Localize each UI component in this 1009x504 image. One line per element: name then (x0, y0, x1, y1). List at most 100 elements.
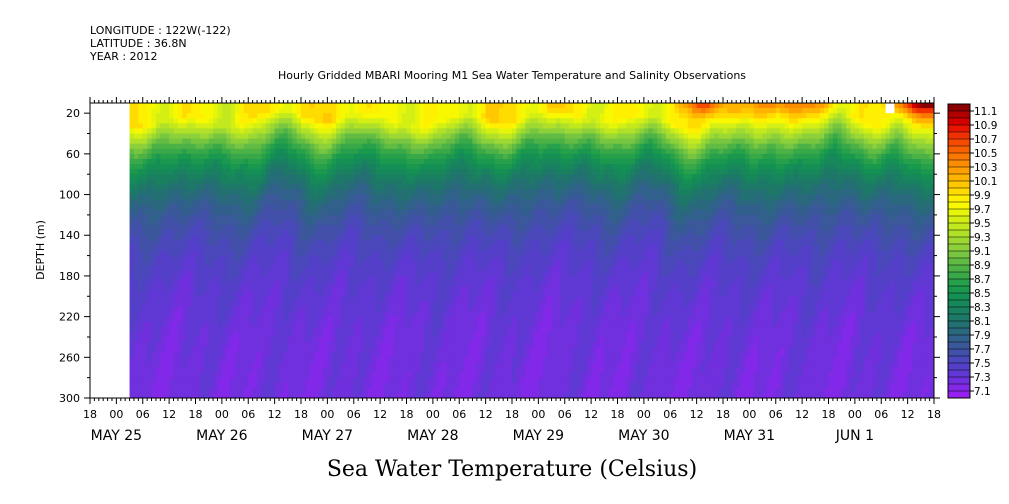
temperature-cell (252, 245, 258, 251)
temperature-cell (406, 326, 412, 333)
temperature-cell (221, 113, 227, 119)
temperature-cell (142, 123, 148, 129)
temperature-cell (217, 113, 223, 119)
temperature-cell (388, 326, 394, 333)
temperature-cell (362, 148, 368, 155)
temperature-cell (252, 209, 258, 216)
temperature-cell (485, 311, 491, 318)
temperature-cell (270, 270, 276, 277)
temperature-cell (397, 133, 403, 140)
temperature-cell (301, 174, 306, 180)
temperature-cell (274, 342, 280, 348)
temperature-cell (257, 250, 262, 256)
temperature-cell (164, 372, 170, 379)
temperature-cell (428, 189, 434, 195)
temperature-cell (186, 153, 192, 160)
temperature-cell (314, 174, 319, 180)
temperature-cell (204, 296, 210, 302)
temperature-cell (182, 128, 188, 134)
temperature-cell (270, 342, 276, 348)
temperature-cell (485, 326, 491, 333)
temperature-cell (490, 275, 495, 282)
temperature-cell (279, 311, 284, 318)
temperature-cell (388, 240, 394, 246)
temperature-cell (331, 209, 337, 216)
temperature-cell (182, 296, 188, 302)
temperature-cell (318, 316, 324, 323)
temperature-cell (169, 392, 174, 399)
temperature-cell (164, 133, 170, 140)
temperature-cell (397, 189, 403, 195)
temperature-cell (283, 128, 289, 134)
temperature-cell (199, 194, 205, 201)
temperature-cell (283, 382, 289, 389)
temperature-cell (296, 158, 302, 165)
temperature-cell (160, 357, 166, 363)
temperature-cell (265, 372, 271, 379)
temperature-cell (147, 219, 152, 226)
temperature-cell (476, 189, 482, 195)
temperature-cell (133, 250, 139, 256)
temperature-cell (393, 194, 399, 201)
temperature-cell (494, 301, 500, 307)
temperature-cell (239, 250, 245, 256)
temperature-cell (182, 194, 188, 201)
temperature-cell (336, 199, 341, 206)
temperature-cell (349, 133, 355, 140)
temperature-cell (204, 133, 210, 140)
temperature-cell (503, 306, 509, 312)
temperature-cell (362, 153, 368, 160)
temperature-cell (265, 199, 271, 206)
temperature-cell (309, 184, 315, 190)
temperature-cell (142, 209, 148, 216)
temperature-cell (485, 321, 491, 328)
temperature-cell (327, 219, 333, 226)
temperature-cell (305, 296, 311, 302)
temperature-cell (173, 260, 179, 267)
temperature-cell (173, 336, 179, 343)
temperature-cell (261, 179, 267, 185)
temperature-cell (239, 164, 245, 170)
temperature-cell (331, 250, 337, 256)
temperature-cell (243, 352, 249, 358)
temperature-cell (265, 321, 271, 328)
temperature-cell (270, 281, 276, 287)
temperature-cell (199, 169, 205, 175)
temperature-cell (472, 342, 478, 348)
temperature-cell (164, 316, 170, 323)
temperature-cell (287, 367, 293, 373)
temperature-cell (331, 275, 337, 282)
temperature-cell (353, 123, 359, 129)
temperature-cell (463, 153, 469, 160)
temperature-cell (336, 281, 341, 287)
temperature-cell (402, 347, 407, 353)
temperature-cell (287, 123, 293, 129)
temperature-cell (415, 260, 421, 267)
temperature-cell (133, 260, 139, 267)
temperature-cell (243, 209, 249, 216)
temperature-cell (265, 331, 271, 338)
temperature-cell (235, 291, 240, 297)
temperature-cell (265, 255, 271, 262)
temperature-cell (498, 118, 504, 124)
temperature-cell (358, 184, 363, 190)
temperature-cell (274, 347, 280, 353)
temperature-cell (314, 372, 319, 379)
temperature-cell (301, 138, 306, 145)
temperature-cell (498, 357, 504, 363)
temperature-cell (261, 240, 267, 246)
temperature-cell (235, 169, 240, 175)
temperature-cell (235, 270, 240, 277)
temperature-cell (410, 184, 416, 190)
temperature-cell (283, 281, 289, 287)
temperature-cell (375, 143, 381, 150)
temperature-cell (432, 382, 438, 389)
temperature-cell (147, 377, 152, 384)
temperature-cell (322, 250, 328, 256)
temperature-cell (301, 255, 306, 262)
temperature-cell (340, 250, 346, 256)
temperature-cell (318, 240, 324, 246)
temperature-cell (454, 260, 460, 267)
temperature-cell (318, 336, 324, 343)
temperature-cell (239, 245, 245, 251)
